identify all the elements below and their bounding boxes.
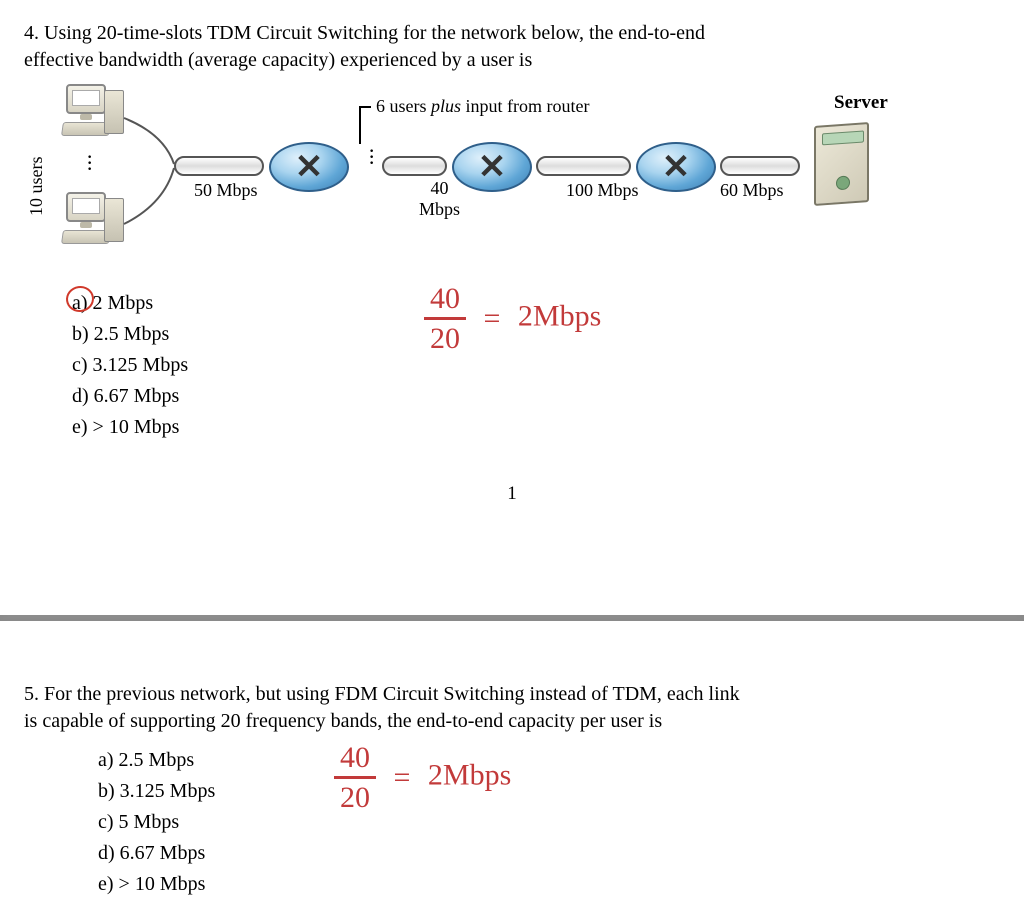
link-pipe-3 (536, 156, 631, 176)
link-label-4: 60 Mbps (720, 180, 784, 201)
q5-option-d: d) 6.67 Mbps (98, 838, 1000, 869)
callout-hline (359, 106, 371, 108)
q4-prompt-line1: 4. Using 20-time-slots TDM Circuit Switc… (24, 22, 705, 44)
link-pipe-2 (382, 156, 447, 176)
q5-option-c: c) 5 Mbps (98, 807, 1000, 838)
server-icon (814, 122, 869, 206)
callout-label: 6 users plus input from router (376, 96, 590, 117)
fraction-denominator: 20 (334, 779, 376, 814)
cross-icon: ✕ (478, 147, 507, 187)
q5-block: 5. For the previous network, but using F… (24, 681, 1000, 900)
network-diagram: 10 users ··· 50 Mbps ✕ ··· 6 users plus … (24, 84, 1000, 274)
q5-prompt: 5. For the previous network, but using F… (24, 681, 1000, 735)
q5-option-e: e) > 10 Mbps (98, 869, 1000, 900)
q5-option-a: a) 2.5 Mbps (98, 745, 1000, 776)
q4-handwritten-work: 40 20 = 2Mbps (424, 282, 601, 355)
q4-prompt: 4. Using 20-time-slots TDM Circuit Switc… (24, 20, 1000, 74)
fraction-denominator: 20 (424, 320, 466, 355)
link-label-3: 100 Mbps (566, 180, 639, 201)
q5-handwritten-work: 40 20 = 2Mbps (334, 741, 511, 814)
q5-prompt-line1: 5. For the previous network, but using F… (24, 683, 740, 705)
handwritten-result: 2Mbps (518, 299, 601, 332)
router-3: ✕ (636, 142, 716, 192)
q4-prompt-line2: effective bandwidth (average capacity) e… (24, 49, 532, 71)
q5-prompt-line2: is capable of supporting 20 frequency ba… (24, 710, 662, 732)
page-number: 1 (24, 483, 1000, 505)
page-divider (0, 615, 1024, 621)
q4-option-d: d) 6.67 Mbps (72, 381, 1000, 412)
server-label: Server (834, 92, 888, 114)
fraction-numerator: 40 (424, 282, 466, 320)
router2-input-dots: ··· (368, 148, 377, 166)
cross-icon: ✕ (295, 147, 324, 187)
callout-vline (359, 106, 361, 144)
q5-options: a) 2.5 Mbps b) 3.125 Mbps c) 5 Mbps d) 6… (98, 745, 1000, 900)
link-pipe-4 (720, 156, 800, 176)
q4-block: 4. Using 20-time-slots TDM Circuit Switc… (24, 20, 1000, 505)
equals-sign: = (484, 302, 501, 335)
handwritten-result: 2Mbps (428, 758, 511, 791)
equals-sign: = (394, 761, 411, 794)
fraction-numerator: 40 (334, 741, 376, 779)
router-2: ✕ (452, 142, 532, 192)
cross-icon: ✕ (662, 147, 691, 187)
q4-option-e: e) > 10 Mbps (72, 412, 1000, 443)
connector-lines (24, 84, 284, 264)
q5-option-b: b) 3.125 Mbps (98, 776, 1000, 807)
